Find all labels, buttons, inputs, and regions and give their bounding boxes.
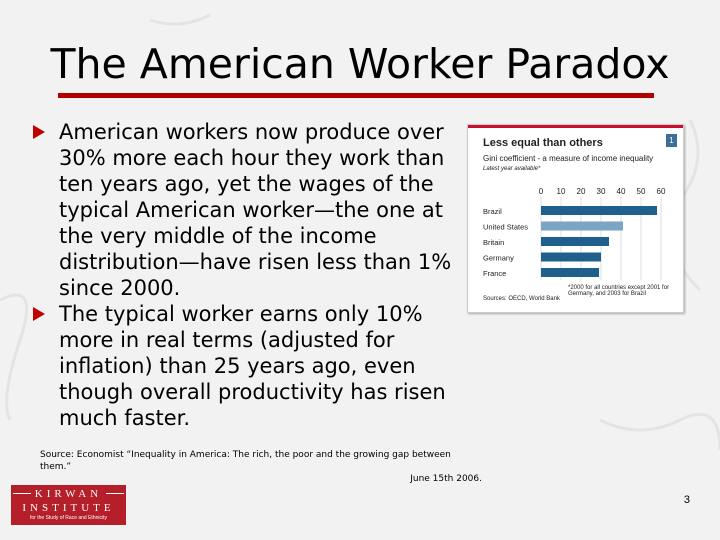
logo-line-3: for the Study of Race and Ethnicity <box>30 515 107 521</box>
page-number: 3 <box>683 494 690 506</box>
chart-bar <box>541 268 599 277</box>
bullet-list: American workers now produce over 30% mo… <box>32 119 452 431</box>
chart-x-tick-label: 0 <box>539 187 544 196</box>
bullet-item: The typical worker earns only 10% more i… <box>32 301 452 431</box>
bullet-text: The typical worker earns only 10% more i… <box>59 302 446 430</box>
chart-footnote: *2000 for all countries except 2001 for … <box>568 285 670 297</box>
chart-category-label: Britain <box>483 238 504 247</box>
chart-bar <box>541 252 601 262</box>
source-line-1: Source: Economist “Inequality in America… <box>40 450 451 472</box>
chart-top-bar <box>468 125 683 128</box>
chart-x-tick-label: 30 <box>597 187 606 196</box>
logo-rule-right <box>106 493 124 494</box>
logo-line-1: KIRWAN <box>34 488 103 500</box>
bullet-arrow-icon <box>33 125 45 139</box>
chart-subtitle-2: Latest year available* <box>483 166 541 172</box>
logo-line-2: INSTITUTE <box>22 502 115 514</box>
chart-plot: 0 10 20 30 40 50 60 Brazil United States Britain G… <box>483 187 666 281</box>
chart-bar <box>541 237 609 246</box>
chart-category-label: Germany <box>483 254 514 263</box>
bullet-item: American workers now produce over 30% mo… <box>32 119 452 301</box>
chart-bar <box>541 206 657 215</box>
logo-rule-left <box>13 493 31 494</box>
chart-x-tick-label: 40 <box>617 187 626 196</box>
slide-title: The American Worker Paradox <box>50 40 670 88</box>
title-underline <box>58 93 654 98</box>
chart-x-tick-label: 10 <box>557 187 566 196</box>
chart-x-tick-label: 50 <box>637 187 646 196</box>
source-line-2: June 15th 2006. <box>410 474 482 484</box>
bullet-text: American workers now produce over 30% mo… <box>59 120 452 300</box>
kirwan-logo: KIRWAN INSTITUTE for the Study of Race a… <box>11 485 126 525</box>
chart-category-label: Brazil <box>483 207 502 216</box>
chart-category-label: France <box>483 269 506 278</box>
chart-source: Sources: OECD, World Bank <box>483 296 560 302</box>
source-citation: Source: Economist “Inequality in America… <box>40 449 482 485</box>
chart-x-tick-label: 60 <box>657 187 666 196</box>
inequality-chart: Less equal than others 1 Gini coefficien… <box>467 124 684 313</box>
bullet-arrow-icon <box>33 307 45 321</box>
chart-number-badge: 1 <box>666 134 677 147</box>
chart-category-label: United States <box>483 223 528 232</box>
chart-title: Less equal than others <box>483 137 603 149</box>
chart-subtitle: Gini coefficient - a measure of income i… <box>483 154 654 163</box>
chart-x-tick-label: 20 <box>577 187 586 196</box>
chart-bar <box>541 221 623 231</box>
